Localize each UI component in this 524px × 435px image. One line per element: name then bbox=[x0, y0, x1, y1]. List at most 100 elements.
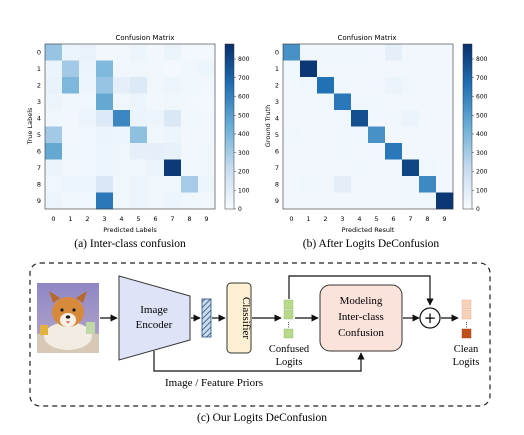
heatmap-cell-r9-c0 bbox=[283, 192, 301, 210]
colorbar-tick-label: 800 bbox=[476, 56, 488, 63]
heatmap-cell-r2-c0 bbox=[283, 77, 301, 94]
heatmap-cell-r5-c9 bbox=[198, 126, 216, 144]
heatmap-cell-r7-c0 bbox=[45, 159, 63, 177]
heatmap-cell-r1-c4 bbox=[351, 60, 369, 78]
heatmap-cell-r6-c5 bbox=[130, 143, 148, 160]
colorbar-tick-label: 200 bbox=[238, 169, 250, 176]
colorbar-tick-label: 300 bbox=[476, 150, 488, 157]
x-tick-label: 8 bbox=[187, 215, 191, 223]
y-tick-label: 2 bbox=[275, 82, 279, 90]
panel-b-colorbar bbox=[462, 43, 473, 210]
heatmap-cell-r6-c6 bbox=[385, 143, 403, 160]
heatmap-cell-r9-c6 bbox=[385, 192, 403, 210]
heatmap-cell-r7-c3 bbox=[96, 159, 114, 177]
colorbar-tick-label: 100 bbox=[238, 187, 250, 194]
heatmap-cell-r8-c6 bbox=[385, 176, 403, 193]
x-tick-label: 7 bbox=[408, 215, 412, 223]
heatmap-cell-r4-c8 bbox=[419, 110, 437, 127]
y-tick-label: 7 bbox=[37, 164, 41, 172]
panel-a-colorbar bbox=[224, 43, 235, 210]
x-tick-label: 4 bbox=[119, 215, 123, 223]
colorbar-tick-label: 800 bbox=[238, 56, 250, 63]
heatmap-cell-r8-c9 bbox=[436, 176, 454, 193]
heatmap-cell-r1-c3 bbox=[96, 60, 114, 78]
heatmap-cell-r9-c7 bbox=[402, 192, 420, 210]
heatmap-cell-r1-c3 bbox=[334, 60, 352, 78]
arrow-skip-to-plus bbox=[288, 275, 434, 306]
heatmap-cell-r4-c5 bbox=[130, 110, 148, 127]
y-tick-label: 4 bbox=[275, 115, 279, 123]
heatmap-cell-r4-c5 bbox=[368, 110, 386, 127]
colorbar-tick-label: 700 bbox=[476, 75, 488, 82]
heatmap-cell-r3-c6 bbox=[147, 93, 165, 111]
heatmap-cell-r4-c8 bbox=[181, 110, 199, 127]
heatmap-cell-r3-c7 bbox=[402, 93, 420, 111]
y-tick-label: 8 bbox=[275, 181, 279, 189]
heatmap-cell-r8-c6 bbox=[147, 176, 165, 193]
x-tick-label: 1 bbox=[68, 215, 72, 223]
heatmap-cell-r6-c4 bbox=[113, 143, 131, 160]
clean-label-2: Logits bbox=[453, 357, 480, 368]
heatmap-cell-r8-c2 bbox=[79, 176, 97, 193]
heatmap-cell-r9-c5 bbox=[368, 192, 386, 210]
heatmap-cell-r8-c1 bbox=[62, 176, 80, 193]
x-tick-label: 5 bbox=[136, 215, 140, 223]
panel-a: Confusion Matrix 0 1 2 3 4 5 6 7 8 9 0 1 2 3 4 5 6 7 8 9 P… bbox=[26, 34, 250, 250]
heatmap-cell-r8-c1 bbox=[300, 176, 318, 193]
heatmap-cell-r1-c4 bbox=[113, 60, 131, 78]
heatmap-cell-r1-c0 bbox=[283, 60, 301, 78]
heatmap-cell-r7-c4 bbox=[351, 159, 369, 177]
heatmap-cell-r5-c0 bbox=[283, 126, 301, 144]
heatmap-cell-r7-c7 bbox=[402, 159, 420, 177]
x-tick-label: 6 bbox=[391, 215, 395, 223]
x-tick-label: 9 bbox=[204, 215, 208, 223]
heatmap-cell-r1-c5 bbox=[130, 60, 148, 78]
heatmap-cell-r0-c2 bbox=[317, 44, 335, 61]
heatmap-cell-r3-c9 bbox=[436, 93, 454, 111]
heatmap-cell-r8-c7 bbox=[402, 176, 420, 193]
panel-a-x-ticks: 0 1 2 3 4 5 6 7 8 9 bbox=[51, 215, 208, 223]
heatmap-cell-r6-c5 bbox=[368, 143, 386, 160]
heatmap-cell-r5-c4 bbox=[113, 126, 131, 144]
heatmap-cell-r9-c3 bbox=[96, 192, 114, 210]
heatmap-cell-r6-c8 bbox=[419, 143, 437, 160]
x-tick-label: 3 bbox=[102, 215, 106, 223]
y-tick-label: 0 bbox=[37, 49, 41, 57]
heatmap-cell-r1-c5 bbox=[368, 60, 386, 78]
heatmap-cell-r7-c5 bbox=[368, 159, 386, 177]
heatmap-cell-r4-c0 bbox=[45, 110, 63, 127]
heatmap-cell-r5-c2 bbox=[79, 126, 97, 144]
heatmap-cell-r5-c9 bbox=[436, 126, 454, 144]
heatmap-cell-r2-c1 bbox=[300, 77, 318, 94]
panel-c: Image Encoder Classifier ⋮ Confused Logi… bbox=[29, 262, 491, 424]
x-tick-label: 0 bbox=[289, 215, 293, 223]
confused-label-2: Logits bbox=[276, 357, 303, 368]
heatmap-cell-r3-c6 bbox=[385, 93, 403, 111]
colorbar-tick-label: 0 bbox=[238, 206, 242, 213]
colorbar-tick-label: 0 bbox=[476, 206, 480, 213]
heatmap-cell-r3-c4 bbox=[351, 93, 369, 111]
classifier-label: Classifier bbox=[240, 297, 252, 339]
heatmap-cell-r0-c0 bbox=[45, 44, 63, 61]
heatmap-cell-r9-c7 bbox=[164, 192, 182, 210]
colorbar-tick-label: 700 bbox=[238, 75, 250, 82]
heatmap-cell-r4-c9 bbox=[198, 110, 216, 127]
heatmap-cell-r4-c0 bbox=[283, 110, 301, 127]
heatmap-cell-r6-c9 bbox=[436, 143, 454, 160]
colorbar-tick-label: 500 bbox=[238, 112, 250, 119]
heatmap-cell-r6-c9 bbox=[198, 143, 216, 160]
confused-label-1: Confused bbox=[269, 344, 310, 355]
heatmap-cell-r6-c1 bbox=[300, 143, 318, 160]
heatmap-cell-r9-c4 bbox=[351, 192, 369, 210]
clean-logits: ⋮ bbox=[461, 299, 472, 339]
x-tick-label: 6 bbox=[153, 215, 157, 223]
clean-label-1: Clean bbox=[454, 344, 479, 355]
heatmap-cell-r8-c5 bbox=[130, 176, 148, 193]
heatmap-cell-r1-c9 bbox=[436, 60, 454, 78]
heatmap-cell-r2-c9 bbox=[436, 77, 454, 94]
heatmap-cell-r0-c9 bbox=[436, 44, 454, 61]
heatmap-cell-r5-c3 bbox=[96, 126, 114, 144]
heatmap-cell-r8-c7 bbox=[164, 176, 182, 193]
heatmap-cell-r2-c5 bbox=[130, 77, 148, 94]
heatmap-cell-r1-c7 bbox=[402, 60, 420, 78]
